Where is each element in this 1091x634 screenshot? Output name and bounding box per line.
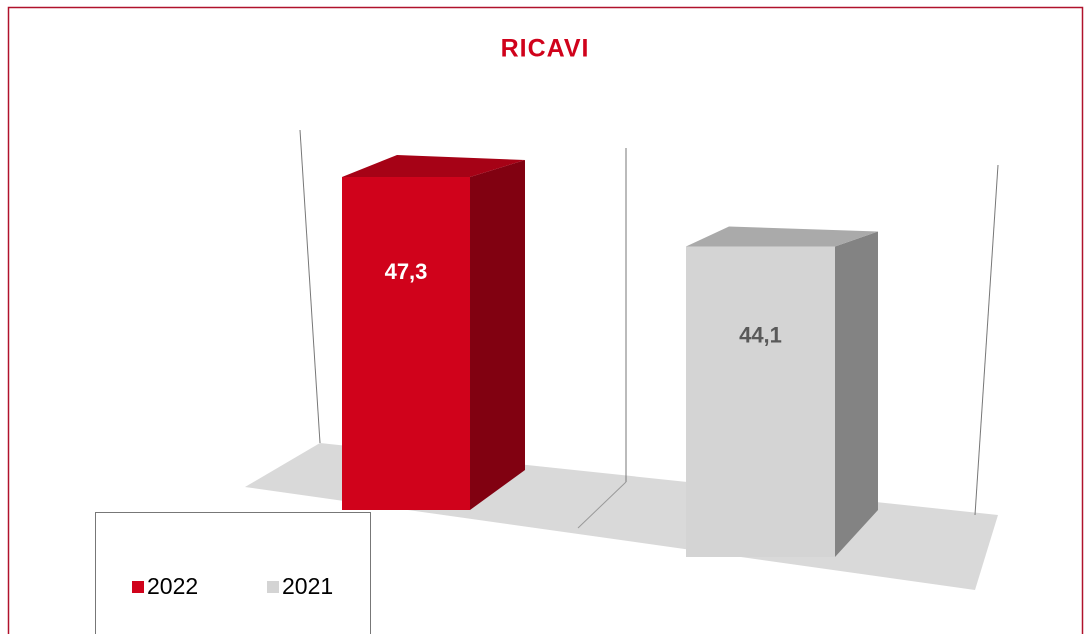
data-label: 44,1 xyxy=(739,322,782,347)
legend-items: 2022 2021 xyxy=(132,573,333,599)
legend-label: 2022 xyxy=(147,573,198,599)
floor-edge xyxy=(577,481,627,529)
wall-edge xyxy=(974,164,999,516)
legend-swatch xyxy=(132,581,144,593)
chart-title: RICAVI xyxy=(501,35,590,63)
bar xyxy=(686,246,835,557)
bar-side xyxy=(470,160,525,510)
legend-label: 2021 xyxy=(282,573,333,599)
legend-swatch xyxy=(267,581,279,593)
legend xyxy=(95,512,371,634)
wall-edge xyxy=(299,129,321,444)
bar-top xyxy=(686,226,878,247)
bar-top xyxy=(342,155,525,178)
bars: 47,3 44,1 xyxy=(342,155,878,557)
bar xyxy=(342,177,470,510)
data-label: 47,3 xyxy=(385,259,428,284)
bar-side xyxy=(835,231,878,557)
